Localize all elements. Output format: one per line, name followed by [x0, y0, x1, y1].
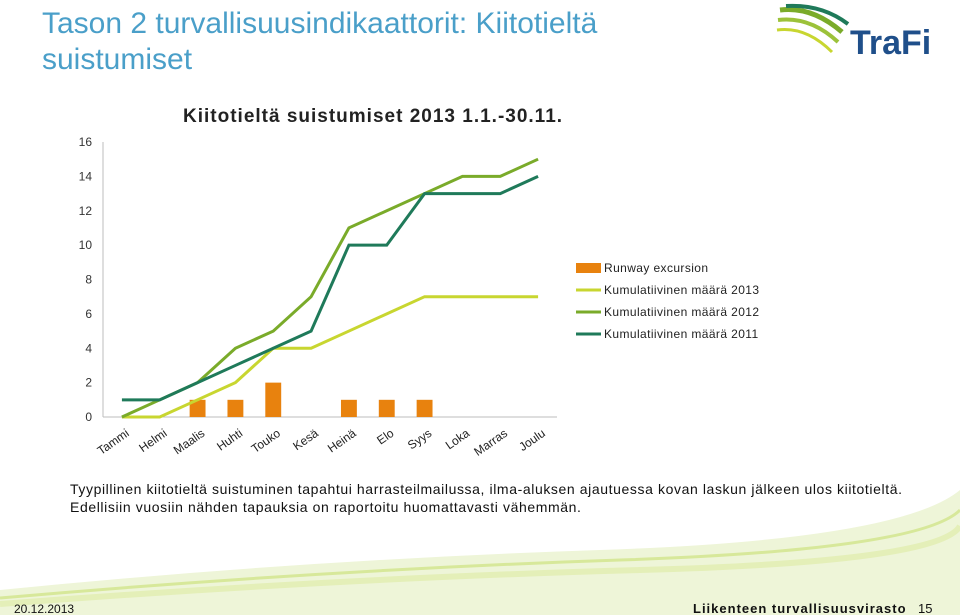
trafi-logo: TraFi — [776, 3, 931, 62]
y-tick-label: 16 — [79, 135, 93, 149]
x-tick-label: Heinä — [325, 426, 359, 456]
y-tick-label: 12 — [79, 204, 93, 218]
legend: Runway excursion Kumulatiivinen määrä 201… — [576, 261, 759, 341]
bar — [340, 399, 357, 417]
bar — [265, 382, 282, 417]
series-line — [121, 175, 539, 402]
x-tick-labels: Tammi Helmi Maalis Huhti Touko Kesä Heinä Elo Sy… — [95, 426, 548, 459]
chart: 0 2 4 6 8 10 12 14 16 Tammi Helmi Maalis Huhti Touko… — [79, 135, 759, 459]
series-line — [121, 295, 539, 419]
legend-swatch — [576, 263, 601, 273]
y-tick-labels: 0 2 4 6 8 10 12 14 16 — [79, 135, 93, 424]
x-tick-label: Helmi — [136, 426, 169, 455]
legend-label: Kumulatiivinen määrä 2012 — [604, 305, 759, 319]
x-tick-label: Syys — [405, 426, 434, 452]
chart-axes — [102, 142, 557, 418]
y-tick-label: 4 — [85, 341, 92, 355]
y-tick-label: 14 — [79, 169, 93, 183]
legend-label: Runway excursion — [604, 261, 708, 275]
bar-series — [189, 382, 433, 417]
x-tick-label: Joulu — [516, 426, 548, 454]
x-tick-label: Elo — [374, 426, 397, 448]
x-tick-label: Marras — [471, 426, 510, 459]
y-tick-label: 10 — [79, 238, 93, 252]
logo-text: TraFi — [850, 24, 931, 62]
bar — [227, 399, 244, 417]
chart-title: Kiitotieltä suistumiset 2013 1.1.-30.11. — [183, 106, 564, 127]
x-tick-label: Loka — [443, 426, 473, 453]
x-tick-label: Tammi — [95, 426, 132, 458]
x-tick-label: Touko — [249, 426, 284, 456]
x-tick-label: Maalis — [171, 426, 207, 457]
legend-label: Kumulatiivinen määrä 2013 — [604, 283, 759, 297]
bar — [416, 399, 433, 417]
y-tick-label: 2 — [85, 376, 92, 390]
legend-label: Kumulatiivinen määrä 2011 — [604, 327, 759, 341]
line-series — [121, 157, 539, 419]
bar — [189, 399, 206, 417]
y-tick-label: 6 — [85, 307, 92, 321]
slide-title: Tason 2 turvallisuusindikaattorit: Kiito… — [42, 7, 598, 76]
x-tick-label: Kesä — [290, 426, 321, 453]
footer-organization: Liikenteen turvallisuusvirasto — [693, 601, 907, 616]
description-text: Tyypillinen kiitotieltä suistuminen tapa… — [70, 481, 903, 515]
footer-date: 20.12.2013 — [14, 602, 75, 616]
footer-wave-decoration — [0, 490, 960, 615]
x-tick-label: Huhti — [214, 426, 245, 454]
y-tick-label: 8 — [85, 273, 92, 287]
bar — [378, 399, 395, 417]
page-number: 15 — [918, 601, 933, 616]
y-tick-label: 0 — [85, 410, 92, 424]
